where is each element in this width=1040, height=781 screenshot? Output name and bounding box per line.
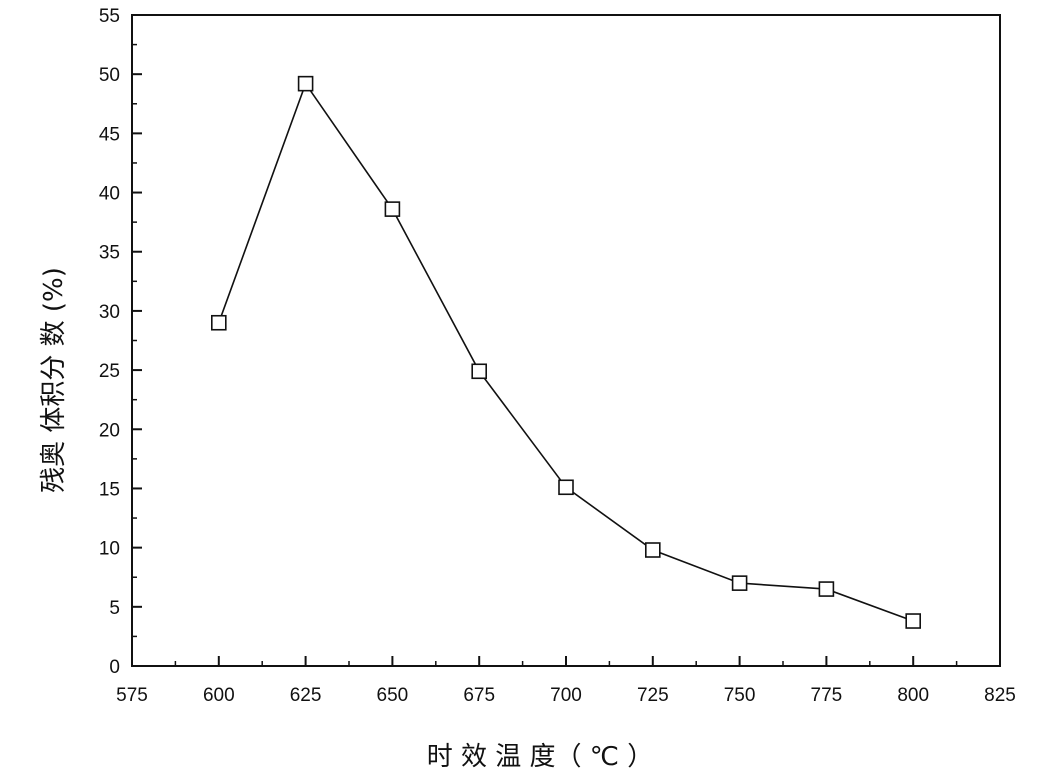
x-tick-label: 700 [550,685,582,706]
plot-frame [131,14,1001,667]
x-axis-title: 时 效 温 度（ ℃ ） [427,742,654,772]
series-line [218,81,914,622]
y-tick-label: 25 [99,361,120,382]
data-point-marker [905,613,922,629]
y-tick-label: 45 [99,124,120,145]
y-tick-label: 55 [99,6,120,27]
data-point-marker [471,363,488,380]
data-point-marker [384,201,401,217]
x-tick-label: 800 [897,685,929,706]
series-markers [211,75,922,629]
y-axis-ticks: 0 5 10 15 20 25 30 35 40 45 50 55 [99,6,142,678]
y-tick-label: 35 [99,243,120,264]
y-minor-ticks [132,43,137,638]
x-tick-label: 825 [984,685,1016,706]
data-point-marker [211,314,227,331]
y-tick-label: 5 [109,598,120,619]
x-tick-label: 600 [203,685,235,706]
data-point-marker [297,75,314,92]
x-minor-ticks [174,661,958,666]
y-tick-label: 20 [99,420,120,441]
data-point-marker [644,542,661,558]
x-tick-label: 625 [290,685,322,706]
x-axis-ticks: 575 600 625 650 675 700 725 750 775 800 825 [116,656,1016,706]
y-tick-label: 40 [99,184,120,205]
y-tick-label: 10 [99,539,120,560]
data-point-marker [731,575,748,591]
data-point-marker [558,479,574,496]
y-tick-label: 0 [109,657,120,678]
data-point-marker [818,581,835,597]
x-tick-label: 750 [724,685,756,706]
y-tick-label: 50 [99,65,120,86]
x-tick-label: 725 [637,685,669,706]
y-axis-title: 残奥 体积分 数 (%) [39,267,69,493]
x-tick-label: 650 [377,685,409,706]
x-tick-label: 675 [463,685,495,706]
x-tick-label: 775 [811,685,843,706]
y-tick-label: 30 [99,302,120,323]
y-tick-label: 15 [99,479,120,500]
x-tick-label: 575 [116,685,148,706]
